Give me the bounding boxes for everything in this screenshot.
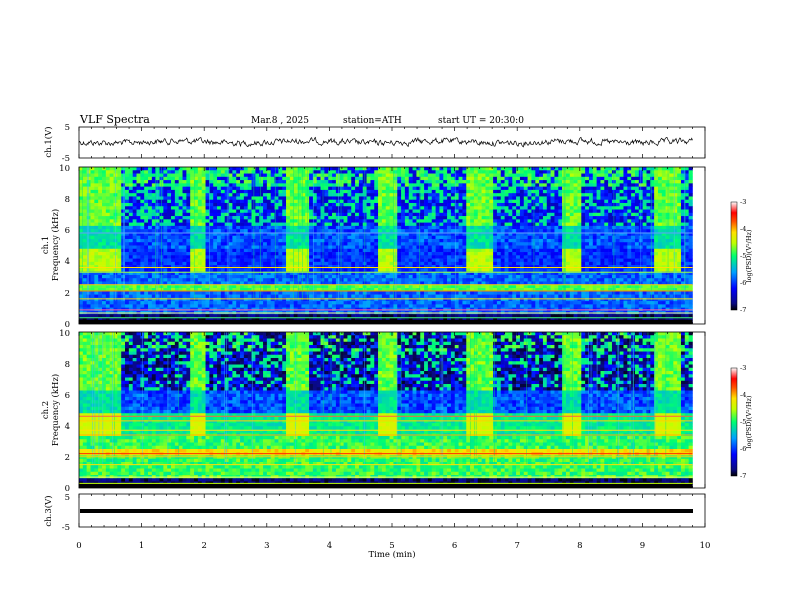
ch1-ytick-bottom: -5 [62, 154, 70, 164]
x-tick-label: 5 [389, 541, 394, 551]
x-tick-label: 4 [327, 541, 332, 551]
ch1-ytick-0: 0 [65, 320, 70, 330]
cb1-tick-7: -7 [740, 306, 746, 314]
x-axis-label: Time (min) [368, 549, 415, 560]
ch2-ytick-2: 2 [65, 453, 70, 463]
ch1-ytick-6: 6 [65, 226, 70, 236]
x-tick-label: 1 [139, 541, 144, 551]
date-label: Mar.8 , 2025 [251, 116, 309, 126]
x-tick-label: 9 [640, 541, 645, 551]
cb1-tick-3: -3 [740, 198, 746, 206]
ch1-ylabel-frequency: Frequency (kHz) [50, 209, 61, 281]
ch2-ylabel-frequency: Frequency (kHz) [50, 374, 61, 446]
cb1-tick-5: -5 [740, 252, 746, 260]
ch1-colorbar: -3 -4 -5 -6 -7 log(PSD)(V²/Hz) [730, 198, 753, 314]
cb1-tick-6: -6 [740, 279, 746, 287]
x-tick-label: 0 [76, 541, 81, 551]
ch3-ytick-bottom: -5 [62, 523, 70, 533]
ch1-ylabel-channel: ch.1 [41, 236, 51, 254]
cb1-label: log(PSD)(V²/Hz) [745, 229, 753, 282]
x-tick-label: 6 [452, 541, 457, 551]
ch1-spectrogram-image [79, 167, 693, 324]
cb2-label: log(PSD)(V²/Hz) [745, 395, 753, 448]
x-tick-label: 8 [577, 541, 582, 551]
ch2-ytick-6: 6 [65, 391, 70, 401]
x-axis: 0 1 2 3 4 5 6 7 8 9 10 [76, 127, 710, 551]
ch2-spectrogram-panel: 0 2 4 6 8 10 ch.2 Frequency (kHz) [41, 329, 706, 494]
ch1-waveform-line [78, 136, 693, 148]
ch3-ylabel: ch.3(V) [43, 495, 54, 526]
cb2-tick-7: -7 [740, 472, 746, 480]
cb2-tick-4: -4 [740, 391, 746, 399]
ch1-ytick-10: 10 [59, 164, 70, 174]
x-tick-label: 10 [700, 541, 711, 551]
x-tick-label: 3 [264, 541, 269, 551]
x-tick-label: 2 [201, 541, 206, 551]
ch1-ytick-4: 4 [65, 257, 70, 267]
ch2-ytick-8: 8 [65, 360, 70, 370]
ch3-ytick-top: 5 [65, 493, 70, 503]
ch3-waveform-panel: 5 -5 ch.3(V) [43, 493, 706, 533]
cb2-tick-3: -3 [740, 364, 746, 372]
start-time-label: start UT = 20:30:0 [438, 116, 524, 126]
ch1-waveform-panel: 5 -5 ch.1(V) [43, 123, 706, 164]
ch2-ytick-0: 0 [65, 484, 70, 494]
cb1-tick-4: -4 [740, 225, 746, 233]
ch2-spectrogram-image [79, 332, 693, 488]
ch2-ytick-4: 4 [65, 422, 70, 432]
ch1-ytick-top: 5 [65, 123, 70, 133]
x-tick-label: 7 [514, 541, 519, 551]
station-label: station=ATH [343, 116, 402, 126]
ch1-ylabel: ch.1(V) [43, 126, 54, 157]
cb2-tick-6: -6 [740, 445, 746, 453]
ch1-ytick-2: 2 [65, 289, 70, 299]
ch2-ylabel-channel: ch.2 [41, 401, 51, 419]
ch1-ytick-8: 8 [65, 195, 70, 205]
cb2-tick-5: -5 [740, 418, 746, 426]
ch2-colorbar: -3 -4 -5 -6 -7 log(PSD)(V²/Hz) [730, 364, 753, 480]
ch1-spectrogram-panel: 0 2 4 6 8 10 ch.1 Frequency (kHz) [41, 164, 706, 330]
ch2-ytick-10: 10 [59, 329, 70, 339]
figure-title: VLF Spectra [79, 113, 150, 126]
